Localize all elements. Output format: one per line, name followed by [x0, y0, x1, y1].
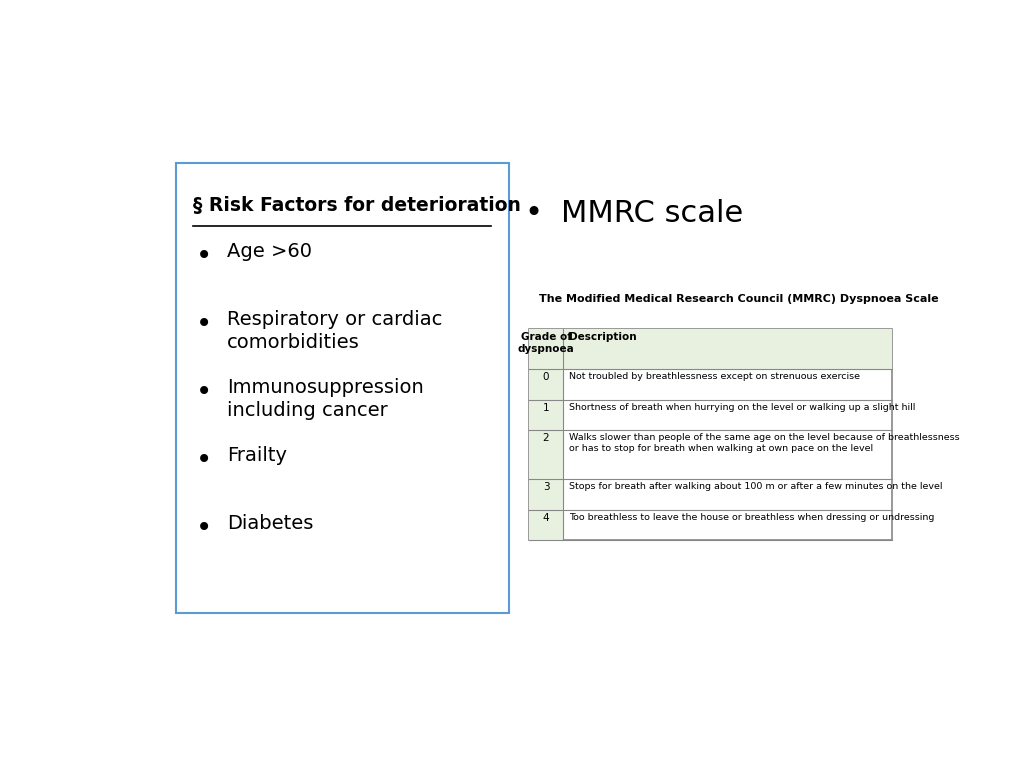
Text: •: •	[196, 242, 212, 270]
Text: •: •	[196, 445, 212, 474]
Text: Shortness of breath when hurrying on the level or walking up a slight hill: Shortness of breath when hurrying on the…	[569, 402, 915, 412]
Text: 1: 1	[543, 402, 549, 412]
Text: Immunosuppression
including cancer: Immunosuppression including cancer	[227, 378, 424, 420]
Text: MMRC scale: MMRC scale	[560, 199, 742, 227]
FancyBboxPatch shape	[528, 329, 892, 369]
Text: •: •	[524, 199, 543, 227]
Text: Grade of
dyspnoea: Grade of dyspnoea	[518, 333, 574, 354]
Text: Not troubled by breathlessness except on strenuous exercise: Not troubled by breathlessness except on…	[569, 372, 860, 381]
Text: Too breathless to leave the house or breathless when dressing or undressing: Too breathless to leave the house or bre…	[569, 512, 934, 521]
Text: Stops for breath after walking about 100 m or after a few minutes on the level: Stops for breath after walking about 100…	[569, 482, 942, 491]
Text: 0: 0	[543, 372, 549, 382]
FancyBboxPatch shape	[528, 510, 563, 541]
Text: 4: 4	[543, 512, 549, 522]
Text: Respiratory or cardiac
comorbidities: Respiratory or cardiac comorbidities	[227, 310, 442, 353]
Text: Description: Description	[569, 333, 637, 343]
FancyBboxPatch shape	[528, 399, 563, 430]
Text: 3: 3	[543, 482, 549, 492]
FancyBboxPatch shape	[528, 479, 563, 510]
Text: •: •	[196, 310, 212, 338]
Text: •: •	[196, 514, 212, 541]
Text: Diabetes: Diabetes	[227, 514, 313, 533]
Text: •: •	[196, 378, 212, 406]
FancyBboxPatch shape	[528, 430, 563, 479]
Text: Frailty: Frailty	[227, 445, 287, 465]
FancyBboxPatch shape	[176, 163, 509, 613]
Text: Walks slower than people of the same age on the level because of breathlessness
: Walks slower than people of the same age…	[569, 433, 959, 453]
Text: § Risk Factors for deterioration: § Risk Factors for deterioration	[194, 196, 521, 214]
Text: Age >60: Age >60	[227, 242, 312, 261]
Text: The Modified Medical Research Council (MMRC) Dyspnoea Scale: The Modified Medical Research Council (M…	[539, 294, 939, 304]
FancyBboxPatch shape	[528, 329, 892, 541]
FancyBboxPatch shape	[528, 369, 563, 399]
Text: 2: 2	[543, 433, 549, 443]
